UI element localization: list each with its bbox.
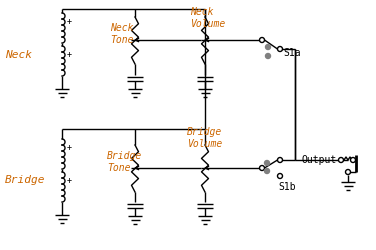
Text: +: + xyxy=(67,175,72,184)
Text: Bridge: Bridge xyxy=(5,174,45,184)
Circle shape xyxy=(346,170,350,175)
Text: Neck
Tone: Neck Tone xyxy=(110,23,133,44)
Circle shape xyxy=(259,166,264,171)
Text: S1b: S1b xyxy=(278,181,296,191)
Circle shape xyxy=(338,158,344,163)
Circle shape xyxy=(277,158,282,163)
Text: S1a: S1a xyxy=(283,48,301,58)
Circle shape xyxy=(265,45,270,50)
Text: Output: Output xyxy=(301,154,336,164)
Text: +: + xyxy=(67,142,72,152)
Text: Neck
Volume: Neck Volume xyxy=(190,7,225,28)
Circle shape xyxy=(264,169,270,174)
Text: Bridge
Volume: Bridge Volume xyxy=(187,126,222,148)
Text: +: + xyxy=(67,50,72,59)
Circle shape xyxy=(277,174,282,179)
Circle shape xyxy=(259,38,264,43)
Circle shape xyxy=(277,47,282,52)
Text: Neck: Neck xyxy=(5,50,32,60)
Circle shape xyxy=(264,161,270,166)
Text: Bridge
Tone: Bridge Tone xyxy=(107,150,142,172)
Circle shape xyxy=(350,158,355,163)
Text: +: + xyxy=(67,17,72,26)
Circle shape xyxy=(265,54,270,59)
